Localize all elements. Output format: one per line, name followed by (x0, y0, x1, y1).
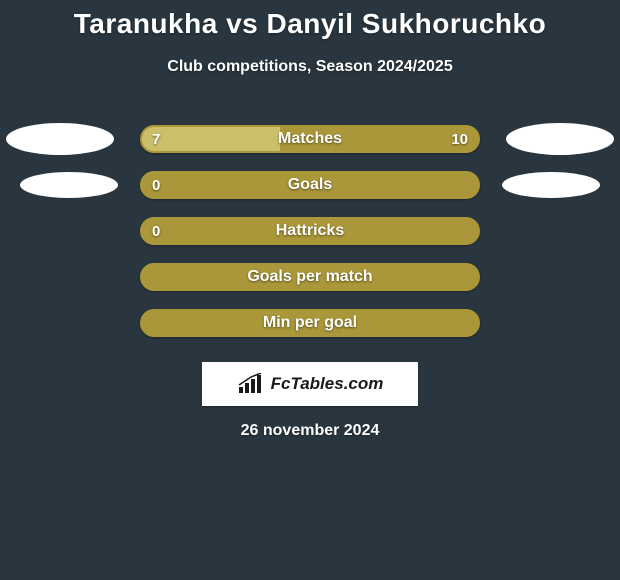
stat-row: Goals0 (0, 162, 620, 208)
player-right-badge (502, 172, 600, 198)
stat-value-left: 0 (152, 173, 160, 197)
stat-bar: Min per goal (140, 309, 480, 337)
stat-row: Min per goal (0, 300, 620, 346)
subtitle: Club competitions, Season 2024/2025 (0, 58, 620, 76)
brand-badge: FcTables.com (202, 362, 418, 406)
stat-label: Goals per match (142, 265, 478, 289)
date-text: 26 november 2024 (0, 422, 620, 440)
bar-fill-right (280, 127, 478, 151)
stat-bar: Goals0 (140, 171, 480, 199)
player-left-badge (6, 123, 114, 155)
stat-rows: Matches710Goals0Hattricks0Goals per matc… (0, 116, 620, 346)
stat-value-left: 0 (152, 219, 160, 243)
stat-label: Min per goal (142, 311, 478, 335)
bar-fill-left (142, 127, 280, 151)
brand-text: FcTables.com (271, 374, 384, 394)
stat-bar: Matches710 (140, 125, 480, 153)
player-right-badge (506, 123, 614, 155)
player-left-badge (20, 172, 118, 198)
stat-label: Goals (142, 173, 478, 197)
comparison-card: Taranukha vs Danyil Sukhoruchko Club com… (0, 0, 620, 580)
stat-row: Goals per match (0, 254, 620, 300)
stat-row: Matches710 (0, 116, 620, 162)
stat-label: Hattricks (142, 219, 478, 243)
stat-bar: Hattricks0 (140, 217, 480, 245)
brand-chart-icon (237, 373, 265, 395)
stat-bar: Goals per match (140, 263, 480, 291)
page-title: Taranukha vs Danyil Sukhoruchko (0, 0, 620, 40)
stat-row: Hattricks0 (0, 208, 620, 254)
